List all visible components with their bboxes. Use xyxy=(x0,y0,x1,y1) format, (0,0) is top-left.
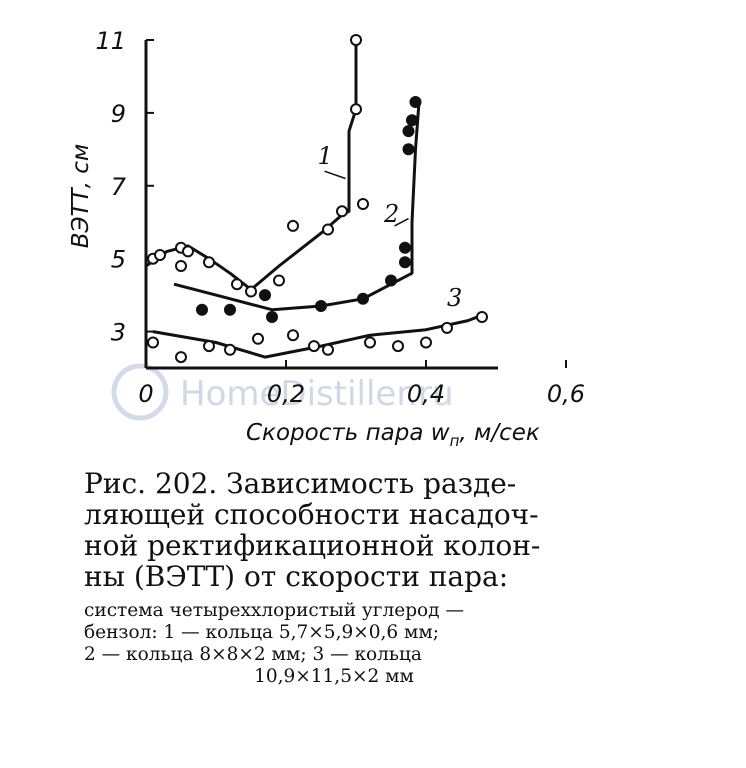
y-tick-label: 7 xyxy=(111,173,127,201)
caption-title-line: ны (ВЭТТ) от скорости пара: xyxy=(84,560,509,593)
axes xyxy=(144,40,498,370)
series-1-point xyxy=(273,274,285,287)
caption-title: Рис. 202. Зависимость разде- ляющей спос… xyxy=(84,468,584,592)
y-axis-label: ВЭТТ, см xyxy=(68,144,94,249)
series-1-point xyxy=(350,34,362,46)
caption-title-line: Рис. 202. Зависимость разде- xyxy=(84,467,517,500)
x-tick-label: 0,4 xyxy=(407,380,445,408)
series-2-point xyxy=(406,114,418,127)
series-3-point xyxy=(308,340,320,353)
series-3-point xyxy=(203,340,215,353)
watermark: HomeDistiller.ru xyxy=(111,363,454,421)
curve-label-leader xyxy=(394,217,409,227)
series-1-point xyxy=(245,285,257,298)
series-3-point xyxy=(476,311,488,323)
series-3-point xyxy=(322,343,334,356)
x-axis-label-unit: , м/сек xyxy=(459,420,540,446)
watermark-text: HomeDistiller.ru xyxy=(180,374,454,414)
ticks: 3 5 7 9 11 0 0,2 0,4 0,6 xyxy=(95,27,585,408)
series-3-point xyxy=(252,332,264,345)
caption-body-line: 10,9×11,5×2 мм xyxy=(254,666,414,687)
series-1-point xyxy=(322,223,334,236)
series-1-point xyxy=(182,245,194,258)
series-3-point xyxy=(287,329,299,342)
caption-body-line: бензол: 1 — кольца 5,7×5,9×0,6 мм; xyxy=(84,622,440,643)
x-tick-label: 0,2 xyxy=(267,380,305,408)
caption-title-line: ной ректификационной колон- xyxy=(84,529,541,562)
series-2-point xyxy=(402,125,415,138)
figure-caption: Рис. 202. Зависимость разде- ляющей спос… xyxy=(84,468,584,688)
series-2-point xyxy=(385,274,397,287)
series-2-point xyxy=(409,96,422,108)
series-2-point xyxy=(402,143,415,156)
y-tick-label: 9 xyxy=(111,100,126,128)
x-axis-label: Скорость пара wп, м/сек xyxy=(246,420,540,450)
caption-title-line: ляющей способности насадоч- xyxy=(84,498,539,531)
y-tick-label: 11 xyxy=(95,27,126,55)
caption-body-line: система четыреххлористый углерод — xyxy=(84,600,464,621)
curve-labels: 1 2 3 xyxy=(318,142,463,312)
series-3-point xyxy=(147,336,159,349)
y-tick-label: 5 xyxy=(111,246,126,274)
series-1-point xyxy=(357,198,369,210)
y-tick-label: 3 xyxy=(111,319,126,347)
series-3-point xyxy=(420,336,432,349)
series-3-line xyxy=(152,313,483,359)
caption-body: система четыреххлористый углерод — бензо… xyxy=(84,600,584,688)
series-2-point xyxy=(224,303,236,316)
series-3-point xyxy=(392,340,404,353)
series-2-point xyxy=(399,256,411,269)
series-3-point xyxy=(364,336,376,349)
series-1-point xyxy=(336,205,348,218)
series-2-point xyxy=(259,289,271,302)
x-axis-label-sub: п xyxy=(450,432,460,450)
series-2-point xyxy=(399,241,411,254)
curve-label-2: 2 xyxy=(383,200,399,228)
points xyxy=(147,34,488,364)
chart: HomeDistiller.ru 3 5 7 9 11 0 0,2 0,4 0,6 1 2 3 ВЭ… xyxy=(68,27,585,450)
series-1-point xyxy=(350,103,362,116)
series-1-point xyxy=(287,219,299,232)
series-1-point xyxy=(231,278,243,291)
series-3-point xyxy=(224,343,236,356)
x-tick-label: 0 xyxy=(138,380,153,408)
series-1-point xyxy=(175,260,187,272)
series-2-line xyxy=(173,101,421,312)
series-2-point xyxy=(357,292,369,305)
caption-body-line: 2 — кольца 8×8×2 мм; 3 — кольца xyxy=(84,644,422,665)
series-1-point xyxy=(203,256,215,269)
series-1-point xyxy=(154,249,166,261)
curve-label-leader xyxy=(324,170,346,180)
watermark-logo xyxy=(111,363,169,421)
series-3-point xyxy=(175,351,187,364)
series-2-point xyxy=(266,311,278,323)
curve-label-1: 1 xyxy=(318,142,333,170)
x-tick-label: 0,6 xyxy=(547,380,585,408)
x-axis-label-main: Скорость пара w xyxy=(246,420,450,446)
series-3-point xyxy=(441,321,453,334)
series-2-point xyxy=(196,303,208,316)
curve-label-3: 3 xyxy=(447,284,462,312)
series-2-point xyxy=(315,300,327,312)
